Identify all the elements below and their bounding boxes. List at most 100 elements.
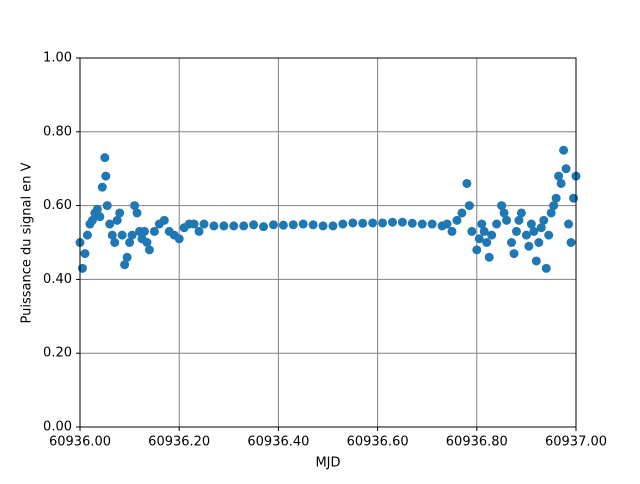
point <box>474 234 484 244</box>
y-tick-label: 1.00 <box>43 51 72 66</box>
point <box>464 201 474 211</box>
y-tick-label: 0.20 <box>43 346 72 361</box>
point <box>149 226 159 236</box>
point <box>417 219 427 229</box>
point <box>561 164 571 174</box>
point <box>219 221 229 231</box>
point <box>308 220 318 230</box>
point <box>194 226 204 236</box>
point <box>199 219 209 229</box>
point <box>80 249 90 259</box>
point <box>101 171 111 181</box>
x-tick-label: 60937.00 <box>545 435 607 450</box>
plot-frame <box>79 57 577 428</box>
point <box>338 219 348 229</box>
point <box>122 252 132 262</box>
point <box>288 220 298 230</box>
point <box>497 201 507 211</box>
y-axis-label: Puissance du signal en V <box>20 162 35 323</box>
point <box>559 145 569 155</box>
y-tick-label: 0.40 <box>43 272 72 287</box>
point <box>487 230 497 240</box>
point <box>499 208 509 218</box>
point <box>387 217 397 227</box>
point <box>447 226 457 236</box>
point <box>378 218 388 228</box>
x-tick-label: 60936.60 <box>347 435 409 450</box>
point <box>472 245 482 255</box>
point <box>97 182 107 192</box>
point <box>541 263 551 273</box>
point <box>100 153 110 163</box>
x-axis-label: MJD <box>315 456 340 471</box>
point <box>511 226 521 236</box>
point <box>514 215 524 225</box>
point <box>502 215 512 225</box>
point <box>77 263 87 273</box>
point <box>397 217 407 227</box>
x-tick-label: 60936.00 <box>49 435 111 450</box>
point <box>102 201 112 211</box>
point <box>554 171 564 181</box>
point <box>142 238 152 247</box>
point <box>92 204 102 214</box>
point <box>484 252 494 262</box>
point <box>159 215 169 225</box>
point <box>477 219 487 229</box>
point <box>564 219 574 229</box>
point <box>521 230 531 240</box>
point <box>549 201 559 211</box>
point <box>368 218 378 228</box>
point <box>348 218 358 228</box>
point <box>120 260 130 270</box>
point <box>526 219 536 229</box>
point <box>117 230 127 240</box>
point <box>516 208 526 218</box>
point <box>534 238 544 247</box>
point <box>551 193 561 203</box>
point <box>278 220 288 230</box>
point <box>569 193 579 203</box>
point <box>115 208 125 218</box>
point <box>544 230 554 240</box>
point <box>110 238 120 247</box>
point <box>482 238 492 247</box>
point <box>105 219 115 229</box>
point <box>566 238 576 247</box>
point <box>507 238 517 247</box>
point <box>358 218 368 228</box>
point <box>462 178 472 188</box>
point <box>328 221 338 231</box>
point <box>174 234 184 244</box>
point <box>298 219 308 229</box>
point <box>229 221 239 231</box>
point <box>467 226 477 236</box>
point <box>112 215 122 225</box>
point <box>125 238 135 247</box>
point <box>509 249 519 259</box>
point <box>524 241 534 251</box>
point <box>139 226 149 236</box>
y-tick-label: 0.00 <box>43 420 72 435</box>
point <box>529 226 539 236</box>
point <box>536 223 546 233</box>
point <box>95 212 105 222</box>
point <box>132 208 142 218</box>
point <box>209 221 219 231</box>
point <box>127 230 137 240</box>
point <box>82 230 92 240</box>
point <box>452 215 462 225</box>
x-tick-label: 60936.20 <box>148 435 210 450</box>
point <box>457 208 467 218</box>
point <box>479 226 489 236</box>
x-tick-label: 60936.40 <box>247 435 309 450</box>
point <box>539 215 549 225</box>
point <box>259 222 269 232</box>
point <box>442 219 452 229</box>
point <box>144 245 154 255</box>
x-tick-label: 60936.80 <box>446 435 508 450</box>
point <box>130 201 140 211</box>
point <box>87 215 97 225</box>
point <box>407 218 417 228</box>
